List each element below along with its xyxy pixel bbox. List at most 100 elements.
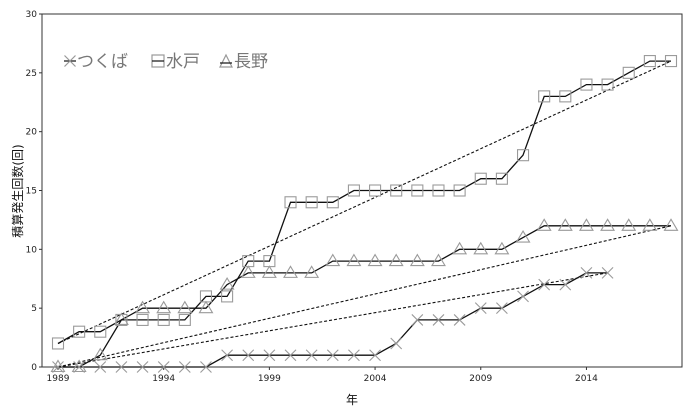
data-point-triangle <box>219 277 235 290</box>
data-point-triangle <box>240 265 256 278</box>
data-point-x <box>326 349 339 362</box>
data-markers <box>50 55 679 373</box>
data-point-square <box>453 184 466 197</box>
data-point-x <box>517 290 529 303</box>
data-point-x <box>221 349 233 362</box>
data-point-triangle <box>71 359 87 373</box>
data-point-triangle <box>346 253 362 267</box>
data-point-triangle <box>156 300 172 314</box>
data-point-triangle <box>578 218 594 231</box>
data-point-square <box>538 90 551 103</box>
data-point-square <box>305 196 318 209</box>
data-point-x <box>52 361 64 373</box>
series-line-2 <box>58 225 671 368</box>
x-axis-label: 年 <box>346 393 358 407</box>
y-tick-label: 10 <box>26 245 38 255</box>
legend-label-nagano: 長野 <box>234 52 268 72</box>
data-point-x-stroke <box>73 361 86 373</box>
axes <box>39 13 683 370</box>
data-point-triangle <box>642 218 658 231</box>
data-point-triangle <box>367 253 383 267</box>
data-point-square <box>326 196 339 209</box>
legend-item-mito: 水戸 <box>151 52 200 72</box>
data-point-x <box>369 349 381 362</box>
data-point-square <box>474 172 487 185</box>
data-point-x-stroke <box>474 302 487 315</box>
y-tick-label: 30 <box>26 10 38 20</box>
x-tick-label: 1999 <box>258 374 281 384</box>
data-point-triangle <box>515 229 531 243</box>
data-point-square <box>94 325 107 338</box>
x-tick-label: 1989 <box>47 374 70 384</box>
data-point-triangle <box>388 253 404 267</box>
data-point-x <box>432 314 445 326</box>
data-point-square <box>643 55 656 68</box>
data-point-x-stroke <box>601 266 614 279</box>
data-point-x <box>178 361 191 373</box>
data-point-x <box>157 361 170 373</box>
data-point-square <box>73 325 86 338</box>
data-point-square <box>495 172 508 185</box>
data-point-triangle <box>473 241 489 255</box>
data-point-x-stroke <box>305 349 318 362</box>
legend-label-tsukuba: つくば <box>77 52 128 72</box>
data-point-square <box>622 66 635 79</box>
data-point-triangle <box>663 218 679 231</box>
data-point-x <box>453 314 466 326</box>
data-point-x <box>580 266 593 279</box>
y-axis-label: 積算発生回数(回) <box>10 144 25 237</box>
data-point-x <box>94 361 107 373</box>
legend: つくば 水戸 長野 <box>64 52 268 72</box>
data-point-triangle <box>92 347 108 361</box>
y-tick-label: 25 <box>26 69 37 79</box>
data-point-triangle <box>283 265 298 278</box>
data-point-square <box>221 290 234 303</box>
data-point-triangle <box>177 300 193 314</box>
data-point-square <box>664 55 678 68</box>
data-point-x <box>348 349 360 362</box>
legend-item-nagano: 長野 <box>219 52 268 72</box>
tick-labels: 0 5 10 15 20 25 30 1989 1994 1999 2004 2009 2014 <box>26 10 599 384</box>
data-point-x-stroke <box>263 349 276 362</box>
data-point-x <box>496 302 508 315</box>
data-point-x-stroke <box>94 361 107 373</box>
data-point-triangle <box>135 300 151 314</box>
data-point-square <box>347 184 360 197</box>
x-tick-label: 2014 <box>575 374 598 384</box>
data-point-triangle <box>304 265 320 278</box>
data-point-x <box>284 349 297 362</box>
data-point-square <box>580 78 593 91</box>
trend-lines <box>57 60 672 368</box>
x-tick-label: 2009 <box>469 374 492 384</box>
data-point-x-stroke <box>496 302 508 315</box>
data-point-triangle <box>409 253 425 267</box>
data-point-square <box>178 313 191 326</box>
x-tick-label: 1994 <box>152 374 175 384</box>
data-series <box>57 60 671 368</box>
data-point-x <box>474 302 487 315</box>
data-point-x-stroke <box>538 278 551 291</box>
y-tick-label: 0 <box>31 363 37 373</box>
data-point-square <box>390 184 403 197</box>
trend-line-1 <box>57 60 672 344</box>
data-point-square <box>432 184 445 197</box>
data-point-triangle <box>621 218 637 231</box>
data-point-x <box>538 278 551 291</box>
data-point-triangle <box>494 241 510 255</box>
legend-item-tsukuba: つくば <box>64 52 128 72</box>
data-point-x-stroke <box>326 349 339 362</box>
data-point-triangle <box>431 253 446 267</box>
data-point-triangle <box>50 359 66 373</box>
data-point-square <box>516 149 530 162</box>
data-point-x-stroke <box>200 361 212 373</box>
data-point-x-stroke <box>517 290 529 303</box>
data-point-x-stroke <box>242 349 255 362</box>
data-point-x <box>73 361 86 373</box>
data-point-triangle <box>452 241 468 255</box>
data-point-square <box>284 196 297 209</box>
data-point-x-stroke <box>580 266 593 279</box>
data-point-x <box>263 349 276 362</box>
data-point-square <box>136 313 149 326</box>
data-point-x <box>390 337 403 350</box>
